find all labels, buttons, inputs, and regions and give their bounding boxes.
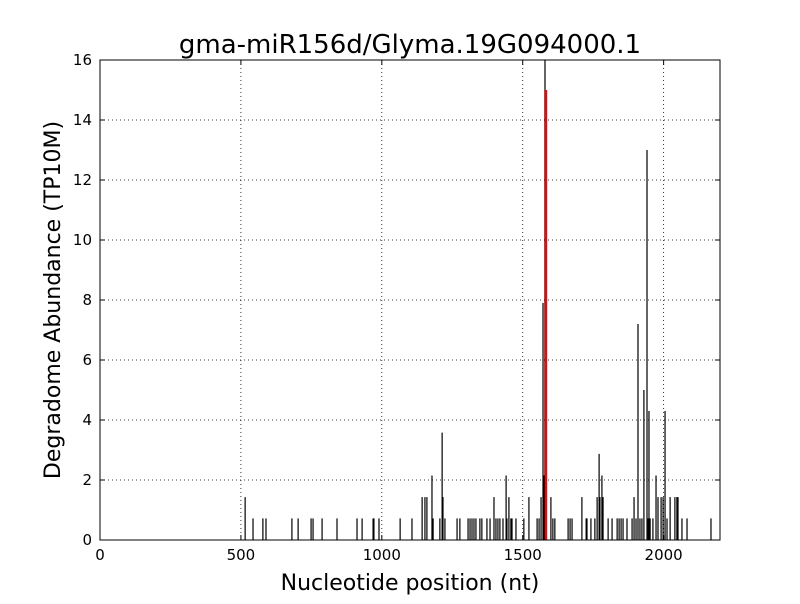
x-tick-label: 0: [95, 546, 105, 564]
y-tick-label: 2: [82, 471, 92, 489]
x-tick-label: 500: [227, 546, 256, 564]
x-tick-label: 1500: [504, 546, 542, 564]
chart-title: gma-miR156d/Glyma.19G094000.1: [179, 30, 641, 60]
x-tick-label: 1000: [363, 546, 401, 564]
y-tick-label: 16: [73, 51, 92, 69]
ticks: 0 500 1000 1500 2000 0 2 4 6 8 10 12 14 16: [73, 51, 720, 564]
x-axis-label: Nucleotide position (nt): [281, 571, 540, 596]
y-tick-label: 6: [82, 351, 92, 369]
x-tick-label: 2000: [645, 546, 683, 564]
bars: [244, 60, 712, 540]
y-tick-label: 14: [73, 111, 92, 129]
y-tick-label: 0: [82, 531, 92, 549]
y-tick-label: 8: [82, 291, 92, 309]
y-axis-label: Degradome Abundance (TP10M): [41, 121, 66, 479]
y-tick-label: 10: [73, 231, 92, 249]
y-tick-label: 12: [73, 171, 92, 189]
y-tick-label: 4: [82, 411, 92, 429]
